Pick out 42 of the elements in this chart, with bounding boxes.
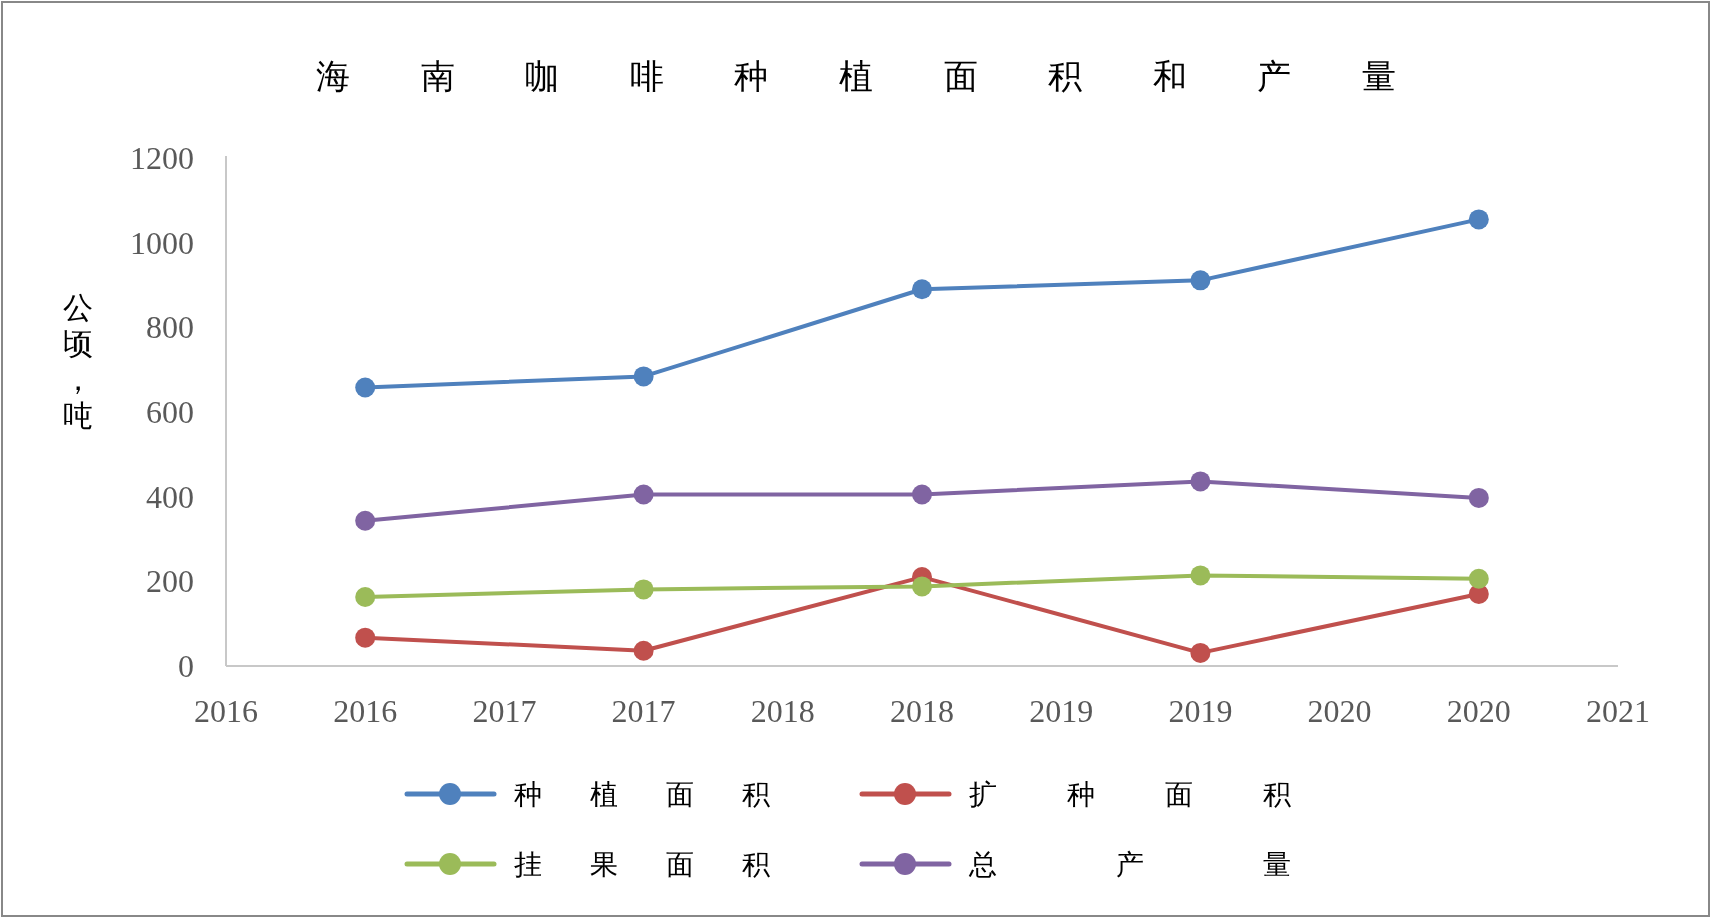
- x-tick-label: 2016: [194, 693, 258, 729]
- x-tick-label: 2019: [1029, 693, 1094, 729]
- point: [1468, 487, 1489, 508]
- x-tick-label: 2017: [611, 693, 676, 729]
- point: [1190, 471, 1211, 492]
- y-tick-label: 600: [146, 394, 194, 430]
- x-tick-label: 2018: [890, 693, 954, 729]
- point: [355, 510, 376, 531]
- x-tick-label: 2017: [472, 693, 537, 729]
- point: [355, 377, 376, 398]
- point: [633, 484, 654, 505]
- y-tick-label: 800: [146, 309, 194, 346]
- point: [912, 484, 932, 505]
- x-tick-label: 2019: [1168, 693, 1233, 729]
- y-tick-label: 1200: [130, 140, 194, 176]
- y-axis-title: 公顷，吨: [63, 290, 93, 433]
- point: [1190, 642, 1211, 663]
- y-tick-label: 1000: [130, 224, 194, 261]
- x-tick-label: 2020: [1307, 693, 1372, 729]
- point: [633, 579, 654, 600]
- point: [1468, 568, 1489, 589]
- x-tick-label: 2021: [1586, 693, 1650, 729]
- point: [912, 279, 932, 300]
- point: [1190, 270, 1211, 291]
- x-tick-label: 2020: [1446, 693, 1511, 729]
- x-tick-label: 2018: [750, 693, 815, 729]
- legend-label: 扩种面积: [969, 778, 1291, 811]
- point: [355, 587, 376, 607]
- point: [1190, 565, 1211, 586]
- point: [633, 640, 654, 661]
- legend-label: 挂果面积: [514, 848, 770, 881]
- y-tick-label: 200: [146, 563, 194, 600]
- y-tick-label: 0: [178, 648, 194, 684]
- legend-label: 总产量: [968, 848, 1291, 881]
- chart-title: 海南咖啡种植面积和产量: [316, 56, 1396, 96]
- point: [1468, 209, 1489, 230]
- y-tick-label: 400: [146, 478, 194, 515]
- legend-label: 种植面积: [514, 778, 770, 811]
- point: [633, 366, 654, 387]
- x-tick-label: 2016: [333, 693, 398, 729]
- point: [912, 576, 932, 597]
- point: [355, 627, 376, 648]
